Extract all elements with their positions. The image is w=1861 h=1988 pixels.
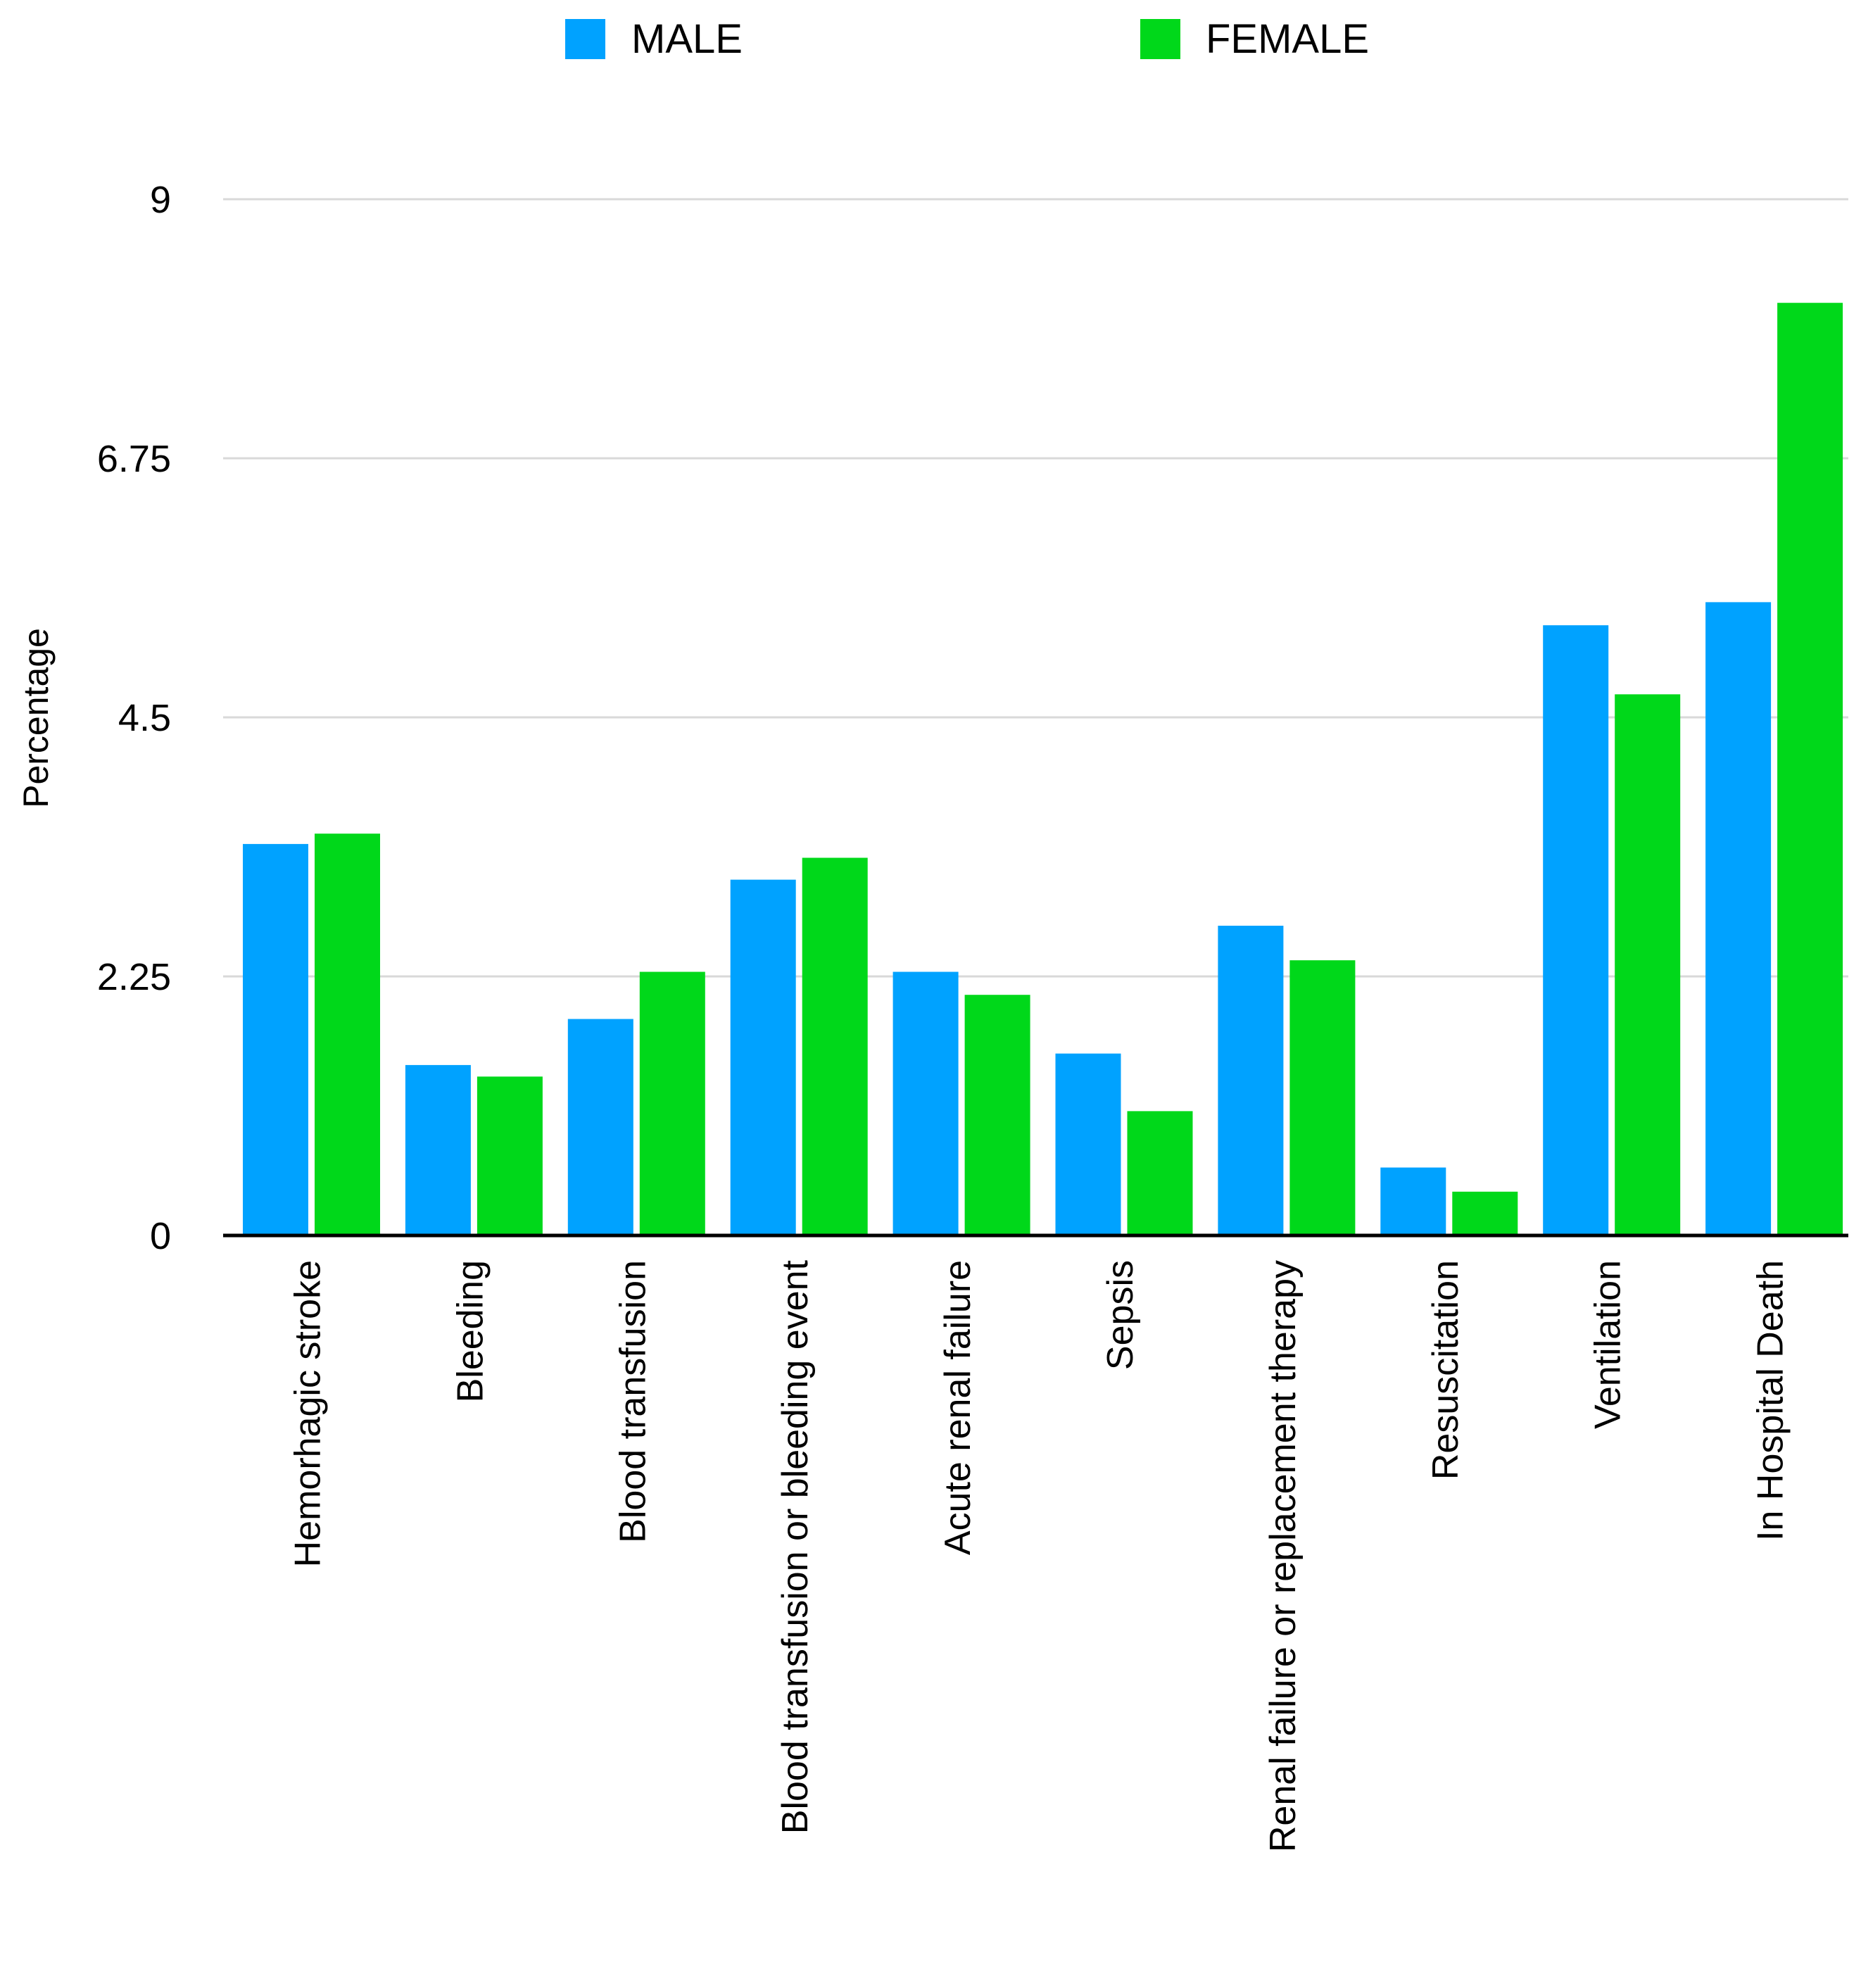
bar-female-4 bbox=[802, 857, 868, 1235]
bar-male-4 bbox=[730, 879, 796, 1235]
bar-female-2 bbox=[477, 1076, 543, 1235]
x-tick-label: Blood transfusion bbox=[612, 1260, 653, 1543]
bar-female-3 bbox=[639, 971, 705, 1235]
bar-female-5 bbox=[964, 995, 1030, 1235]
bar-male-1 bbox=[243, 843, 308, 1235]
legend-label-female: FEMALE bbox=[1206, 16, 1369, 62]
y-tick-label: 2.25 bbox=[97, 956, 171, 998]
x-tick-label: Resuscitation bbox=[1425, 1260, 1466, 1480]
y-tick-label: 6.75 bbox=[97, 438, 171, 480]
bar-male-9 bbox=[1543, 625, 1609, 1235]
bar-female-10 bbox=[1777, 303, 1843, 1236]
bar-male-8 bbox=[1380, 1167, 1446, 1235]
bar-male-6 bbox=[1055, 1053, 1121, 1235]
legend-swatch-male bbox=[565, 19, 605, 59]
bar-female-8 bbox=[1452, 1191, 1518, 1235]
bar-male-7 bbox=[1218, 926, 1284, 1235]
bar-female-9 bbox=[1615, 694, 1681, 1235]
bar-male-2 bbox=[405, 1064, 471, 1235]
legend-swatch-female bbox=[1140, 19, 1180, 59]
y-tick-label: 9 bbox=[150, 179, 171, 221]
y-tick-label: 0 bbox=[150, 1215, 171, 1257]
x-tick-label: Hemorhagic stroke bbox=[287, 1260, 328, 1567]
y-tick-label: 4.5 bbox=[118, 697, 171, 739]
bar-female-7 bbox=[1289, 960, 1356, 1235]
bar-female-6 bbox=[1127, 1111, 1193, 1235]
x-tick-label: Ventilation bbox=[1588, 1260, 1629, 1429]
x-tick-label: Blood transfusion or bleeding event bbox=[775, 1259, 816, 1834]
bar-male-3 bbox=[567, 1019, 633, 1235]
x-tick-label: In Hospital Death bbox=[1750, 1260, 1791, 1541]
bar-female-1 bbox=[315, 833, 380, 1235]
bar-male-10 bbox=[1705, 602, 1772, 1235]
x-tick-label: Sepsis bbox=[1100, 1260, 1141, 1370]
x-tick-label: Renal failure or replacement therapy bbox=[1263, 1260, 1304, 1852]
x-tick-labels: Hemorhagic stroke Bleeding Blood transfusi… bbox=[287, 1259, 1791, 1852]
bar-male-5 bbox=[892, 971, 959, 1235]
x-tick-label: Acute renal failure bbox=[938, 1260, 978, 1555]
bars bbox=[243, 303, 1843, 1236]
y-tick-labels: 0 2.25 4.5 6.75 9 bbox=[97, 179, 171, 1257]
x-tick-label: Bleeding bbox=[450, 1260, 491, 1402]
y-axis-label: Percentage bbox=[16, 628, 56, 808]
legend-label-male: MALE bbox=[631, 16, 743, 62]
legend: MALE FEMALE bbox=[565, 16, 1369, 62]
